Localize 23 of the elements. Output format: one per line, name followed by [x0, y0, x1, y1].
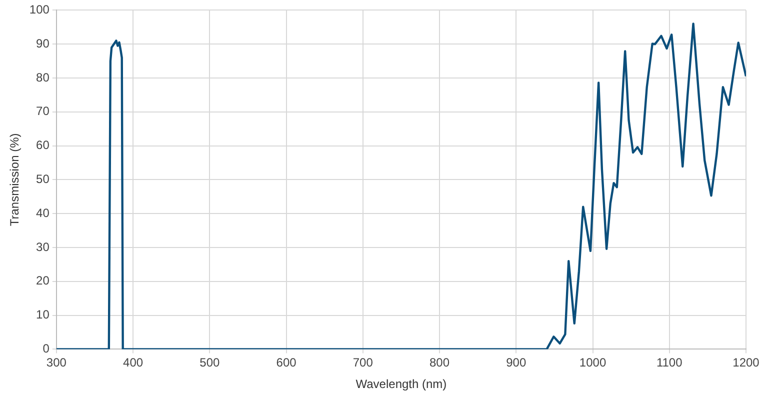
x-tick-label: 700	[352, 356, 374, 370]
y-tick-label: 80	[36, 70, 50, 84]
x-tick-label: 1000	[579, 356, 606, 370]
x-tick-label: 1100	[656, 356, 683, 370]
y-tick-label: 100	[29, 2, 50, 17]
x-tick-label: 500	[200, 356, 220, 370]
x-tick-label: 900	[506, 356, 526, 370]
y-tick-label: 40	[36, 206, 50, 220]
y-tick-label: 10	[36, 308, 50, 322]
x-tick-label: 800	[430, 356, 450, 370]
x-tick-label: 400	[123, 356, 144, 370]
y-tick-label: 90	[36, 36, 50, 50]
y-axis-title: Transmission (%)	[8, 133, 22, 226]
y-tick-label: 30	[36, 240, 50, 254]
y-tick-label: 20	[36, 274, 50, 288]
x-axis-title: Wavelength (nm)	[356, 377, 447, 392]
x-tick-label: 600	[276, 356, 297, 370]
y-tick-label: 50	[36, 172, 50, 186]
x-tick-label: 1200	[732, 356, 760, 370]
y-tick-label: 60	[36, 138, 50, 152]
y-tick-label: 0	[42, 342, 50, 356]
x-tick-label: 300	[46, 356, 67, 370]
y-tick-label: 70	[36, 104, 50, 118]
